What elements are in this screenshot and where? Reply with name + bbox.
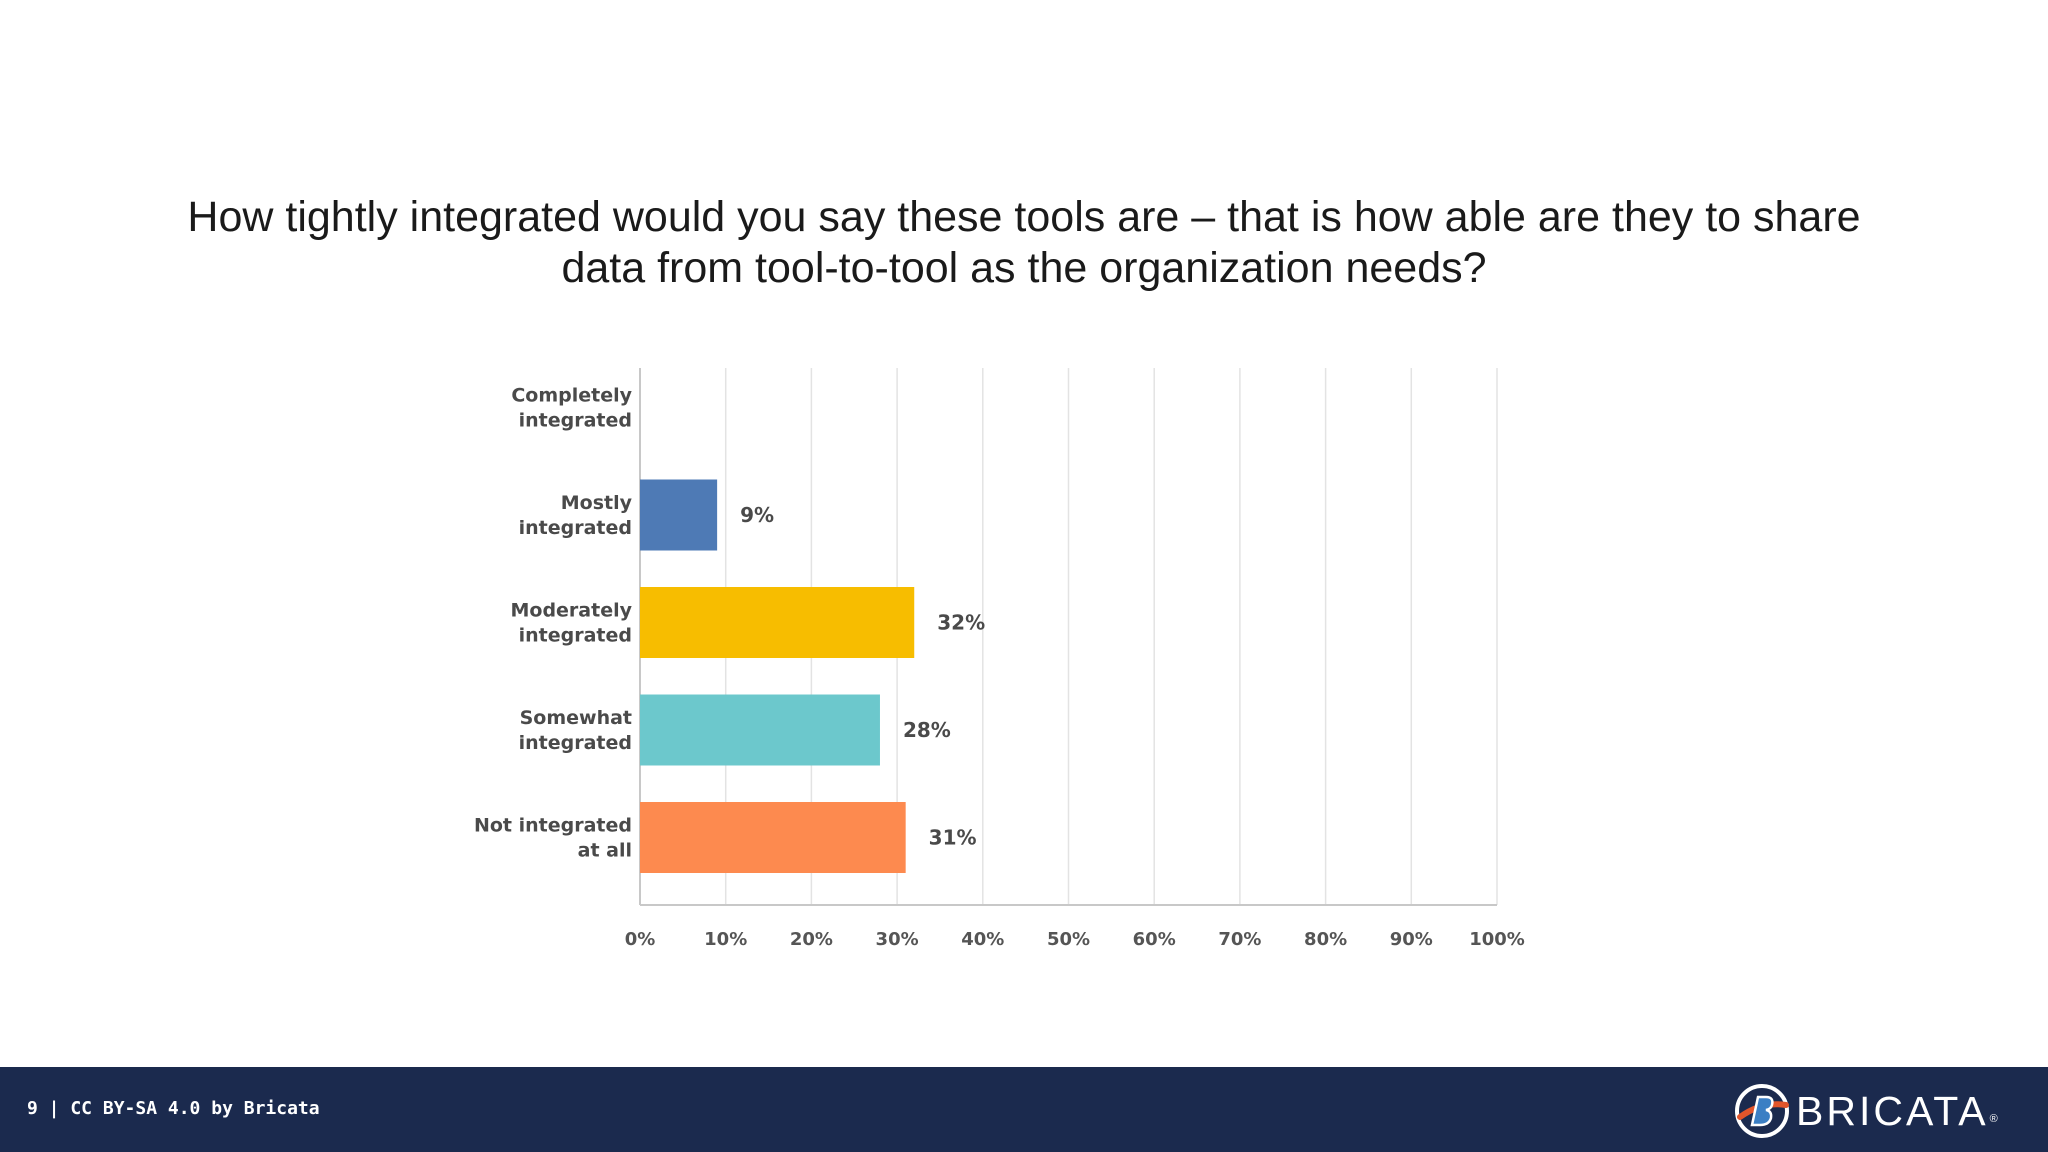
x-tick-label-80: 80%: [1304, 929, 1347, 950]
bricata-logo: BRICATA ®: [1734, 1083, 1998, 1139]
x-tick-label-10: 10%: [704, 929, 747, 950]
category-label-1: Completely integrated: [511, 385, 632, 432]
x-tick-label-0: 0%: [625, 929, 656, 950]
x-tick-label-90: 90%: [1390, 929, 1433, 950]
bar-2: [640, 479, 718, 551]
footer-bar: 9 | CC BY-SA 4.0 by Bricata BRICATA ®: [0, 1067, 2048, 1152]
category-label-5: Not integrated at all: [474, 815, 632, 862]
x-tick-label-100: 100%: [1469, 929, 1525, 950]
value-label-2: 9%: [740, 503, 774, 527]
x-tick-label-20: 20%: [790, 929, 833, 950]
value-label-5: 31%: [929, 826, 977, 850]
x-tick-label-60: 60%: [1133, 929, 1176, 950]
x-tick-label-30: 30%: [876, 929, 919, 950]
category-label-2: Mostly integrated: [519, 492, 633, 539]
bar-4: [640, 694, 880, 766]
x-tick-label-70: 70%: [1218, 929, 1261, 950]
bar-5: [640, 802, 906, 873]
bar-chart: 0% 10% 20% 30% 40% 50% 60% 70% 80% 90% 100% Complet…: [474, 368, 1525, 950]
bar-3: [640, 587, 915, 658]
slide-title-line-2: data from tool-to-tool as the organizati…: [561, 244, 1487, 292]
bricata-logo-wordmark: BRICATA: [1796, 1087, 1989, 1134]
slide-title: How tightly integrated would you say the…: [160, 192, 1888, 294]
x-tick-label-50: 50%: [1047, 929, 1090, 950]
x-tick-label-40: 40%: [961, 929, 1004, 950]
slide-title-line-1: How tightly integrated would you say the…: [187, 193, 1861, 241]
value-label-3: 32%: [937, 611, 985, 635]
registered-mark: ®: [1989, 1113, 1998, 1125]
bricata-logo-icon: [1735, 1084, 1789, 1138]
category-label-3: Moderately integrated: [510, 600, 632, 647]
value-label-4: 28%: [903, 718, 951, 742]
footer-credit: 9 | CC BY-SA 4.0 by Bricata: [27, 1098, 320, 1119]
category-label-4: Somewhat integrated: [519, 707, 632, 754]
